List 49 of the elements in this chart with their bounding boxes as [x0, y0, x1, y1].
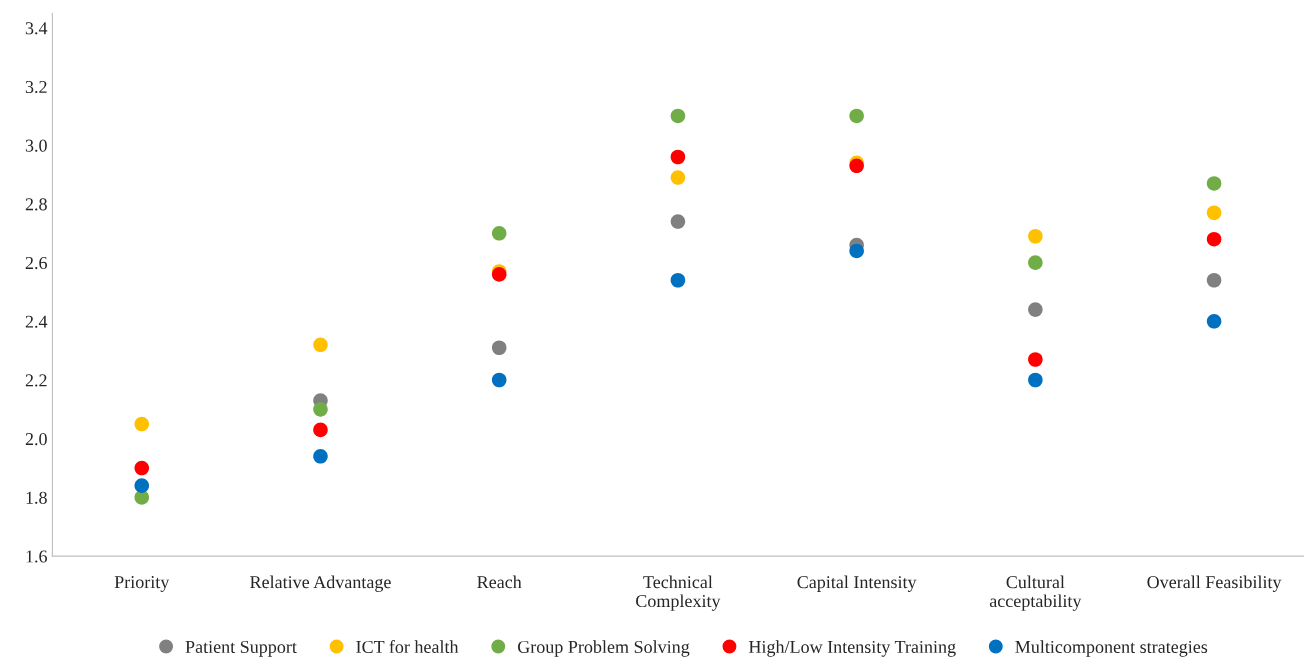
point: [491, 226, 507, 241]
point: [1028, 352, 1043, 367]
x-tick-label: Cultural acceptability: [989, 575, 1082, 611]
point: [670, 108, 686, 124]
point: [1206, 314, 1222, 329]
point: [849, 243, 864, 259]
x-tick-label: Relative Advantage: [250, 575, 391, 592]
point: [491, 340, 507, 356]
x-tick-label: Capital Intensity: [797, 575, 917, 592]
point: [491, 372, 507, 388]
point: [1206, 231, 1222, 247]
point: [670, 272, 686, 288]
y-tick-label: 1.6: [26, 550, 47, 563]
y-tick-label: 3.0: [25, 139, 47, 152]
x-tick-label: Reach: [477, 575, 522, 589]
point: [1028, 228, 1043, 244]
point: [313, 449, 328, 464]
legend-label: High/Low Intensity Training: [748, 640, 956, 657]
point: [670, 214, 686, 229]
x-tick-label: Technical Complexity: [636, 575, 721, 611]
x-tick-label: Priority: [114, 576, 170, 592]
point: [849, 108, 864, 124]
y-tick-label: 2.0: [25, 432, 47, 446]
point: [670, 170, 686, 185]
legend-label: Multicomponent strategies: [1015, 640, 1208, 657]
point: [313, 422, 328, 438]
point: [134, 460, 150, 476]
legend-label: Group Problem Solving: [517, 640, 690, 657]
x-tick-label: Overall Feasibility: [1147, 575, 1282, 592]
point: [1206, 205, 1222, 221]
point: [670, 149, 686, 165]
y-tick-label: 3.2: [25, 80, 47, 94]
point: [1206, 272, 1222, 288]
point: [134, 478, 150, 493]
point: [313, 337, 328, 353]
y-tick-label: 1.8: [26, 491, 47, 504]
point: [1028, 372, 1043, 388]
point: [134, 416, 150, 432]
legend-label: ICT for health: [356, 640, 459, 654]
y-tick-label: 2.6: [25, 256, 47, 270]
point: [1206, 176, 1222, 191]
y-tick-label: 2.2: [25, 374, 47, 387]
y-tick-label: 2.4: [25, 315, 48, 328]
point: [313, 402, 328, 417]
y-tick-label: 3.4: [25, 22, 48, 35]
point: [1028, 255, 1043, 270]
y-tick-label: 2.8: [25, 198, 47, 211]
point: [1028, 302, 1043, 317]
legend-label: Patient Support: [185, 640, 297, 657]
